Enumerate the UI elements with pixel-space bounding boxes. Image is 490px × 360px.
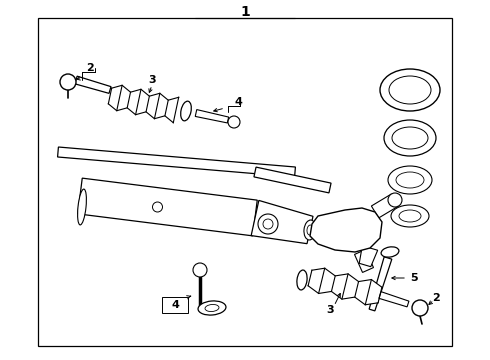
Ellipse shape	[392, 127, 428, 149]
Ellipse shape	[388, 166, 432, 194]
Bar	[162, 297, 188, 313]
Circle shape	[193, 263, 207, 277]
Ellipse shape	[297, 270, 307, 290]
Ellipse shape	[381, 247, 399, 257]
Polygon shape	[371, 194, 398, 218]
Ellipse shape	[181, 101, 191, 121]
Circle shape	[263, 219, 273, 229]
Circle shape	[412, 300, 428, 316]
Ellipse shape	[380, 69, 440, 111]
Polygon shape	[369, 257, 392, 311]
Polygon shape	[308, 268, 382, 305]
Text: 4: 4	[234, 97, 242, 107]
Polygon shape	[75, 76, 111, 93]
Polygon shape	[310, 208, 382, 252]
Ellipse shape	[389, 76, 431, 104]
Polygon shape	[355, 249, 373, 273]
Text: 1: 1	[240, 5, 250, 19]
Polygon shape	[58, 147, 295, 177]
Text: 2: 2	[432, 293, 440, 303]
Circle shape	[228, 116, 240, 128]
Ellipse shape	[391, 205, 429, 227]
Ellipse shape	[396, 172, 424, 188]
Text: 5: 5	[410, 273, 417, 283]
Ellipse shape	[304, 220, 316, 240]
Polygon shape	[251, 201, 313, 244]
Circle shape	[60, 74, 76, 90]
Circle shape	[152, 202, 163, 212]
Ellipse shape	[77, 189, 86, 225]
Polygon shape	[78, 178, 257, 236]
Ellipse shape	[307, 225, 313, 235]
Text: 2: 2	[86, 63, 94, 73]
Polygon shape	[359, 246, 378, 267]
Circle shape	[258, 214, 278, 234]
Text: 4: 4	[171, 300, 179, 310]
Polygon shape	[195, 109, 229, 123]
Ellipse shape	[399, 210, 421, 222]
Bar	[38, 18, 452, 346]
Polygon shape	[379, 292, 409, 307]
Circle shape	[388, 193, 402, 207]
Polygon shape	[254, 167, 331, 193]
Polygon shape	[108, 85, 179, 123]
Ellipse shape	[384, 120, 436, 156]
Text: 3: 3	[326, 305, 334, 315]
Ellipse shape	[198, 301, 226, 315]
Text: 3: 3	[148, 75, 156, 85]
Ellipse shape	[205, 305, 219, 311]
